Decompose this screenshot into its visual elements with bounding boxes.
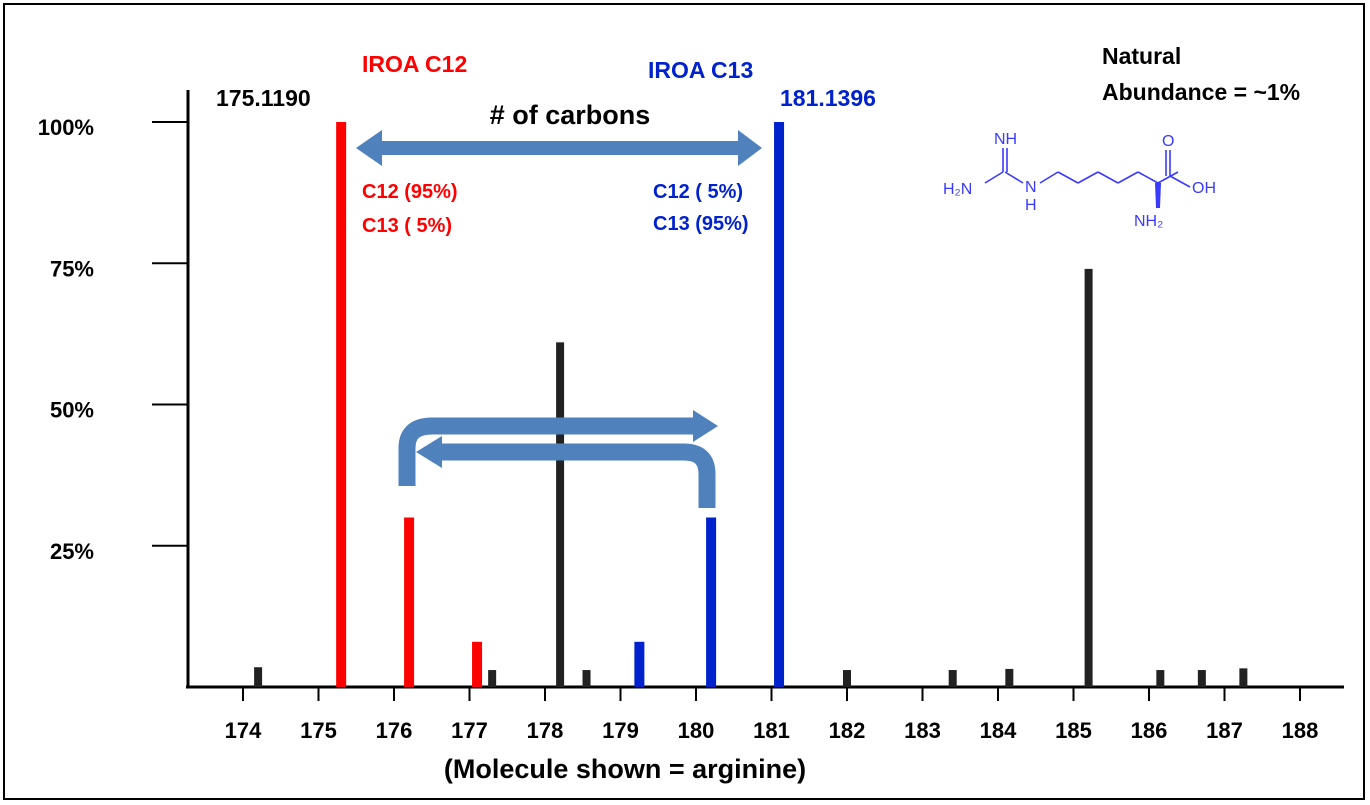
x-tick-label: 183 [904, 718, 941, 743]
x-tick-label: 177 [451, 718, 488, 743]
x-tick-label: 174 [225, 718, 262, 743]
hydroxyl-label: OH [1192, 180, 1216, 197]
nh-chain-h-label: H [1025, 197, 1037, 214]
natural-peak-bar [488, 670, 497, 687]
y-tick-label: 50% [50, 398, 94, 423]
y-tick-label: 100% [38, 115, 94, 140]
iroa-c13-title: IROA C13 [648, 57, 753, 83]
mass-label-c12: 175.1190 [216, 85, 311, 111]
shift-arrow-left [416, 436, 716, 508]
natural-peak-bar [1084, 268, 1093, 687]
x-axis-label: (Molecule shown = arginine) [444, 754, 806, 784]
natural-peak-bar [254, 667, 263, 687]
shift-arrow-right [398, 410, 718, 486]
natural-peak-bar [1239, 668, 1248, 687]
natural-abundance-line2: Abundance = ~1% [1102, 79, 1300, 105]
natural-peak-bar [556, 342, 565, 687]
c12-peak-bar [472, 641, 483, 687]
c12-composition-line1: C12 (95%) [362, 181, 458, 203]
y-tick-label: 75% [50, 256, 94, 281]
carbons-double-arrow [356, 130, 762, 166]
nh-chain-label: N [1025, 179, 1037, 196]
x-tick-label: 188 [1282, 718, 1319, 743]
figure-frame [3, 3, 1365, 800]
c13-peak-bar [634, 641, 645, 687]
mass-label-c13: 181.1396 [780, 85, 876, 111]
x-tick-label: 181 [753, 718, 790, 743]
natural-peak-bar [843, 670, 851, 687]
c13-composition-line1: C12 ( 5%) [653, 181, 743, 203]
x-ticks: 174 175 176 177 178 179 180 181 182 183 184 185 186 1… [225, 687, 1319, 743]
c13-peak-bar [774, 122, 785, 687]
x-tick-label: 187 [1206, 718, 1243, 743]
arginine-structure [984, 148, 1191, 208]
natural-peak-bar [582, 670, 591, 687]
carbonyl-o-label: O [1162, 133, 1174, 150]
x-tick-label: 175 [300, 718, 337, 743]
x-tick-label: 184 [980, 718, 1017, 743]
alpha-amine-label: NH₂ [1134, 213, 1163, 230]
natural-peak-bar [1197, 670, 1206, 687]
c12-peak-bar [404, 517, 415, 687]
x-tick-label: 179 [602, 718, 639, 743]
iroa-c12-title: IROA C12 [362, 51, 467, 77]
x-tick-label: 180 [678, 718, 715, 743]
imine-label: NH [994, 131, 1017, 148]
x-tick-label: 186 [1131, 718, 1168, 743]
x-tick-label: 185 [1055, 718, 1092, 743]
y-ticks: 25% 50% 75% 100% [38, 115, 188, 564]
c13-composition-line2: C13 (95%) [653, 213, 749, 235]
natural-peak-bar [948, 670, 957, 687]
natural-peak-bar [1156, 670, 1165, 687]
spectrum-bars [254, 122, 1248, 687]
carbons-label: # of carbons [490, 100, 651, 130]
arginine-atom-labels: NH H₂N N H O OH NH₂ [943, 131, 1216, 230]
natural-abundance-line1: Natural [1102, 43, 1181, 69]
c12-composition-line2: C13 ( 5%) [362, 215, 452, 237]
amine-left-label: H₂N [943, 181, 972, 198]
c13-peak-bar [706, 517, 717, 687]
y-tick-label: 25% [50, 539, 94, 564]
x-tick-label: 176 [376, 718, 413, 743]
natural-peak-bar [1005, 668, 1014, 687]
x-tick-label: 182 [829, 718, 866, 743]
c12-peak-bar [336, 122, 347, 687]
x-tick-label: 178 [527, 718, 564, 743]
